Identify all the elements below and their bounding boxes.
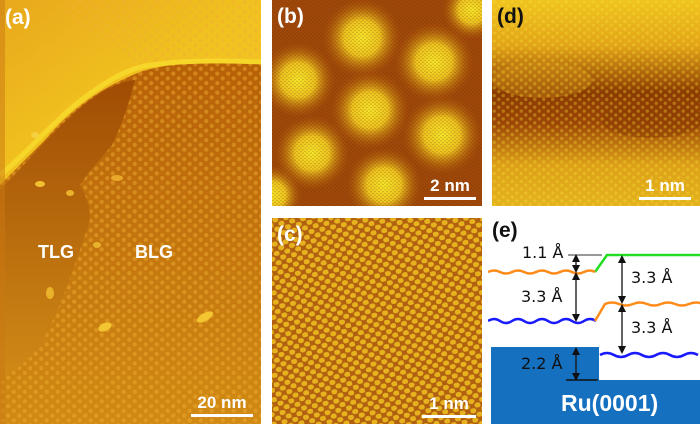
- panel-e-layer-schematic: (e) 1.1 Å 3.3 Å 2.2 Å 3.3 Å 3.3 Å Ru(000…: [488, 214, 700, 424]
- ru-upper-terrace: [491, 347, 599, 382]
- ru-lower-terrace: [491, 380, 700, 424]
- dim-label-3-3-left: 3.3 Å: [521, 287, 563, 306]
- region-label-tlg: TLG: [38, 242, 74, 262]
- panel-d-stm-atomic-moire: (d) 1 nm: [492, 0, 700, 206]
- panel-b-stm-moire: (b) 2 nm: [272, 0, 482, 206]
- dim-label-2-2: 2.2 Å: [521, 354, 563, 373]
- scale-bar-label-b: 2 nm: [430, 176, 470, 195]
- dim-label-3-3-right-lower: 3.3 Å: [631, 318, 673, 337]
- panel-label-e: (e): [492, 219, 518, 242]
- blue-layer-left: [488, 317, 597, 325]
- scale-bar-d: 1 nm: [639, 176, 691, 200]
- scale-bar-line-a: [191, 414, 253, 417]
- scale-bar-b: 2 nm: [424, 176, 476, 200]
- scale-bar-c: 1 nm: [422, 394, 476, 418]
- panel-label-d: (d): [497, 5, 524, 28]
- dim-label-1-1: 1.1 Å: [522, 243, 564, 262]
- region-label-blg: BLG: [135, 242, 173, 262]
- substrate-label: Ru(0001): [561, 390, 659, 416]
- panel-label-a: (a): [5, 6, 31, 29]
- scale-bar-label-d: 1 nm: [645, 176, 685, 195]
- panel-c-stm-atomic: (c) 1 nm: [272, 218, 482, 424]
- panel-label-c: (c): [277, 223, 303, 246]
- layer-schematic-diagram: [488, 253, 700, 424]
- orange-layer-left: [488, 269, 596, 275]
- blue-layer-right: [599, 351, 699, 359]
- stm-image-a: [0, 0, 261, 424]
- dim-label-3-3-right-upper: 3.3 Å: [631, 268, 673, 287]
- scale-bar-line-c: [422, 415, 476, 418]
- stm-image-d: [492, 0, 700, 206]
- scale-bar-label-a: 20 nm: [197, 393, 247, 412]
- stm-image-c: [272, 218, 482, 424]
- stm-image-b: [272, 0, 482, 206]
- scale-bar-line-d: [639, 197, 691, 200]
- scale-bar-line-b: [424, 197, 476, 200]
- scale-bar-a: 20 nm: [191, 393, 253, 417]
- green-layer-line: [593, 253, 700, 273]
- panel-a-stm-overview: (a) TLG BLG 20 nm: [0, 0, 261, 424]
- panel-label-b: (b): [277, 5, 304, 28]
- scale-bar-label-c: 1 nm: [429, 394, 469, 413]
